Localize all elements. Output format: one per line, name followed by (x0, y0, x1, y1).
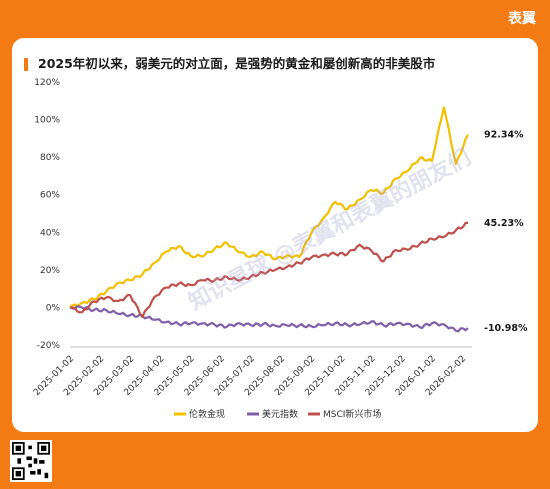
legend-label: MSCI新兴市场 (323, 408, 381, 420)
y-tick-label: 0% (46, 303, 61, 313)
y-tick-label: 60% (40, 191, 60, 201)
series-end-label: 45.23% (484, 218, 524, 229)
end-labels: 92.34% -10.98% 45.23% (484, 130, 528, 334)
y-tick-label: -20% (37, 341, 61, 351)
brand-logo: 表翼 (508, 11, 536, 27)
y-tick-label: 80% (40, 153, 60, 163)
y-tick-label: 20% (40, 266, 60, 276)
series-line (69, 221, 468, 318)
chart-title: 2025年初以来，弱美元的对立面，是强势的黄金和屡创新高的非美股市 (38, 56, 436, 71)
legend-label: 美元指数 (262, 408, 298, 420)
series-end-label: 92.34% (484, 130, 524, 141)
series-end-label: -10.98% (484, 323, 528, 334)
series-line (69, 106, 469, 309)
series-layer (69, 106, 469, 333)
legend: 伦敦金现 美元指数 MSCI新兴市场 (174, 408, 381, 420)
line-chart: -20%0%20%40%60%80%100%120%2025-01-022025… (32, 78, 528, 420)
qr-code-icon (10, 440, 52, 482)
legend-label: 伦敦金现 (189, 408, 225, 420)
y-tick-label: 100% (34, 116, 60, 126)
title-accent-bar (24, 58, 28, 71)
y-tick-label: 120% (34, 78, 60, 88)
axes: -20%0%20%40%60%80%100%120%2025-01-022025… (32, 78, 472, 398)
series-line (69, 305, 469, 333)
y-tick-label: 40% (40, 228, 60, 238)
chart-card: 2025年初以来，弱美元的对立面，是强势的黄金和屡创新高的非美股市 -20% 0%… (12, 38, 538, 432)
